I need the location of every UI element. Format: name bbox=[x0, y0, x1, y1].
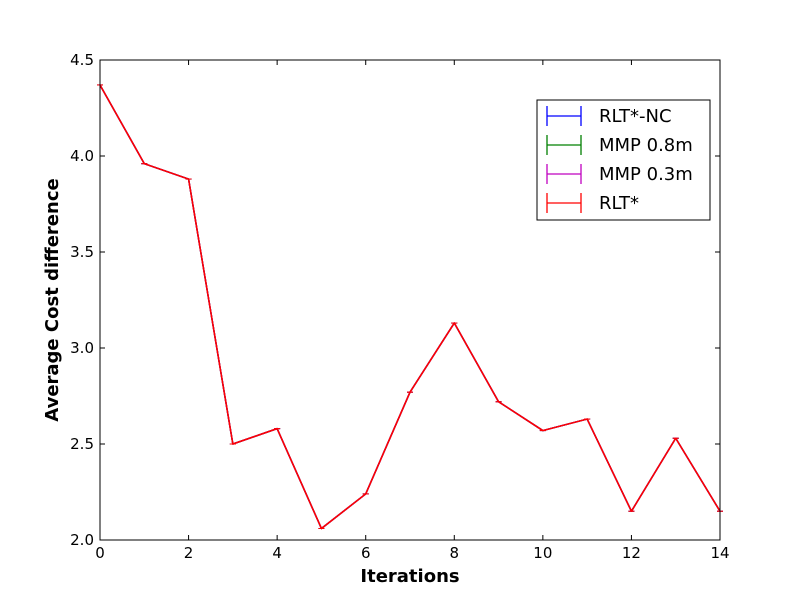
legend-label: MMP 0.3m bbox=[599, 164, 693, 185]
legend-label: RLT* bbox=[599, 193, 639, 214]
x-tick-label: 8 bbox=[450, 544, 460, 562]
legend-label: RLT*-NC bbox=[599, 106, 672, 127]
x-tick-label: 14 bbox=[710, 544, 729, 562]
y-axis-label: Average Cost difference bbox=[42, 178, 63, 421]
y-tick-label: 3.5 bbox=[70, 243, 94, 261]
x-axis-label: Iterations bbox=[360, 566, 459, 587]
legend: RLT*-NC MMP 0.8m MMP 0.3m RLT* bbox=[536, 99, 711, 221]
legend-entry: MMP 0.3m bbox=[546, 164, 693, 185]
tick-layer: 0 2 4 6 8 10 12 14 2.0 2.5 3.0 3.5 4.0 4.5 bbox=[70, 51, 729, 562]
x-tick-label: 2 bbox=[184, 544, 194, 562]
legend-entry: RLT*-NC bbox=[546, 106, 672, 127]
y-tick-label: 4.0 bbox=[70, 147, 94, 165]
x-tick-label: 0 bbox=[95, 544, 105, 562]
legend-box bbox=[536, 99, 711, 221]
x-tick-label: 10 bbox=[533, 544, 552, 562]
plot-frame bbox=[99, 59, 721, 541]
x-tick-label: 4 bbox=[272, 544, 282, 562]
legend-entry: MMP 0.8m bbox=[546, 135, 693, 156]
x-tick-label: 6 bbox=[361, 544, 371, 562]
legend-entry: RLT* bbox=[546, 193, 639, 214]
y-tick-label: 3.0 bbox=[70, 339, 94, 357]
legend-label: MMP 0.8m bbox=[599, 135, 693, 156]
y-tick-label: 2.0 bbox=[70, 531, 94, 549]
x-tick-label: 12 bbox=[622, 544, 641, 562]
series-layer bbox=[97, 84, 723, 530]
y-tick-label: 2.5 bbox=[70, 435, 94, 453]
y-tick-label: 4.5 bbox=[70, 51, 94, 69]
